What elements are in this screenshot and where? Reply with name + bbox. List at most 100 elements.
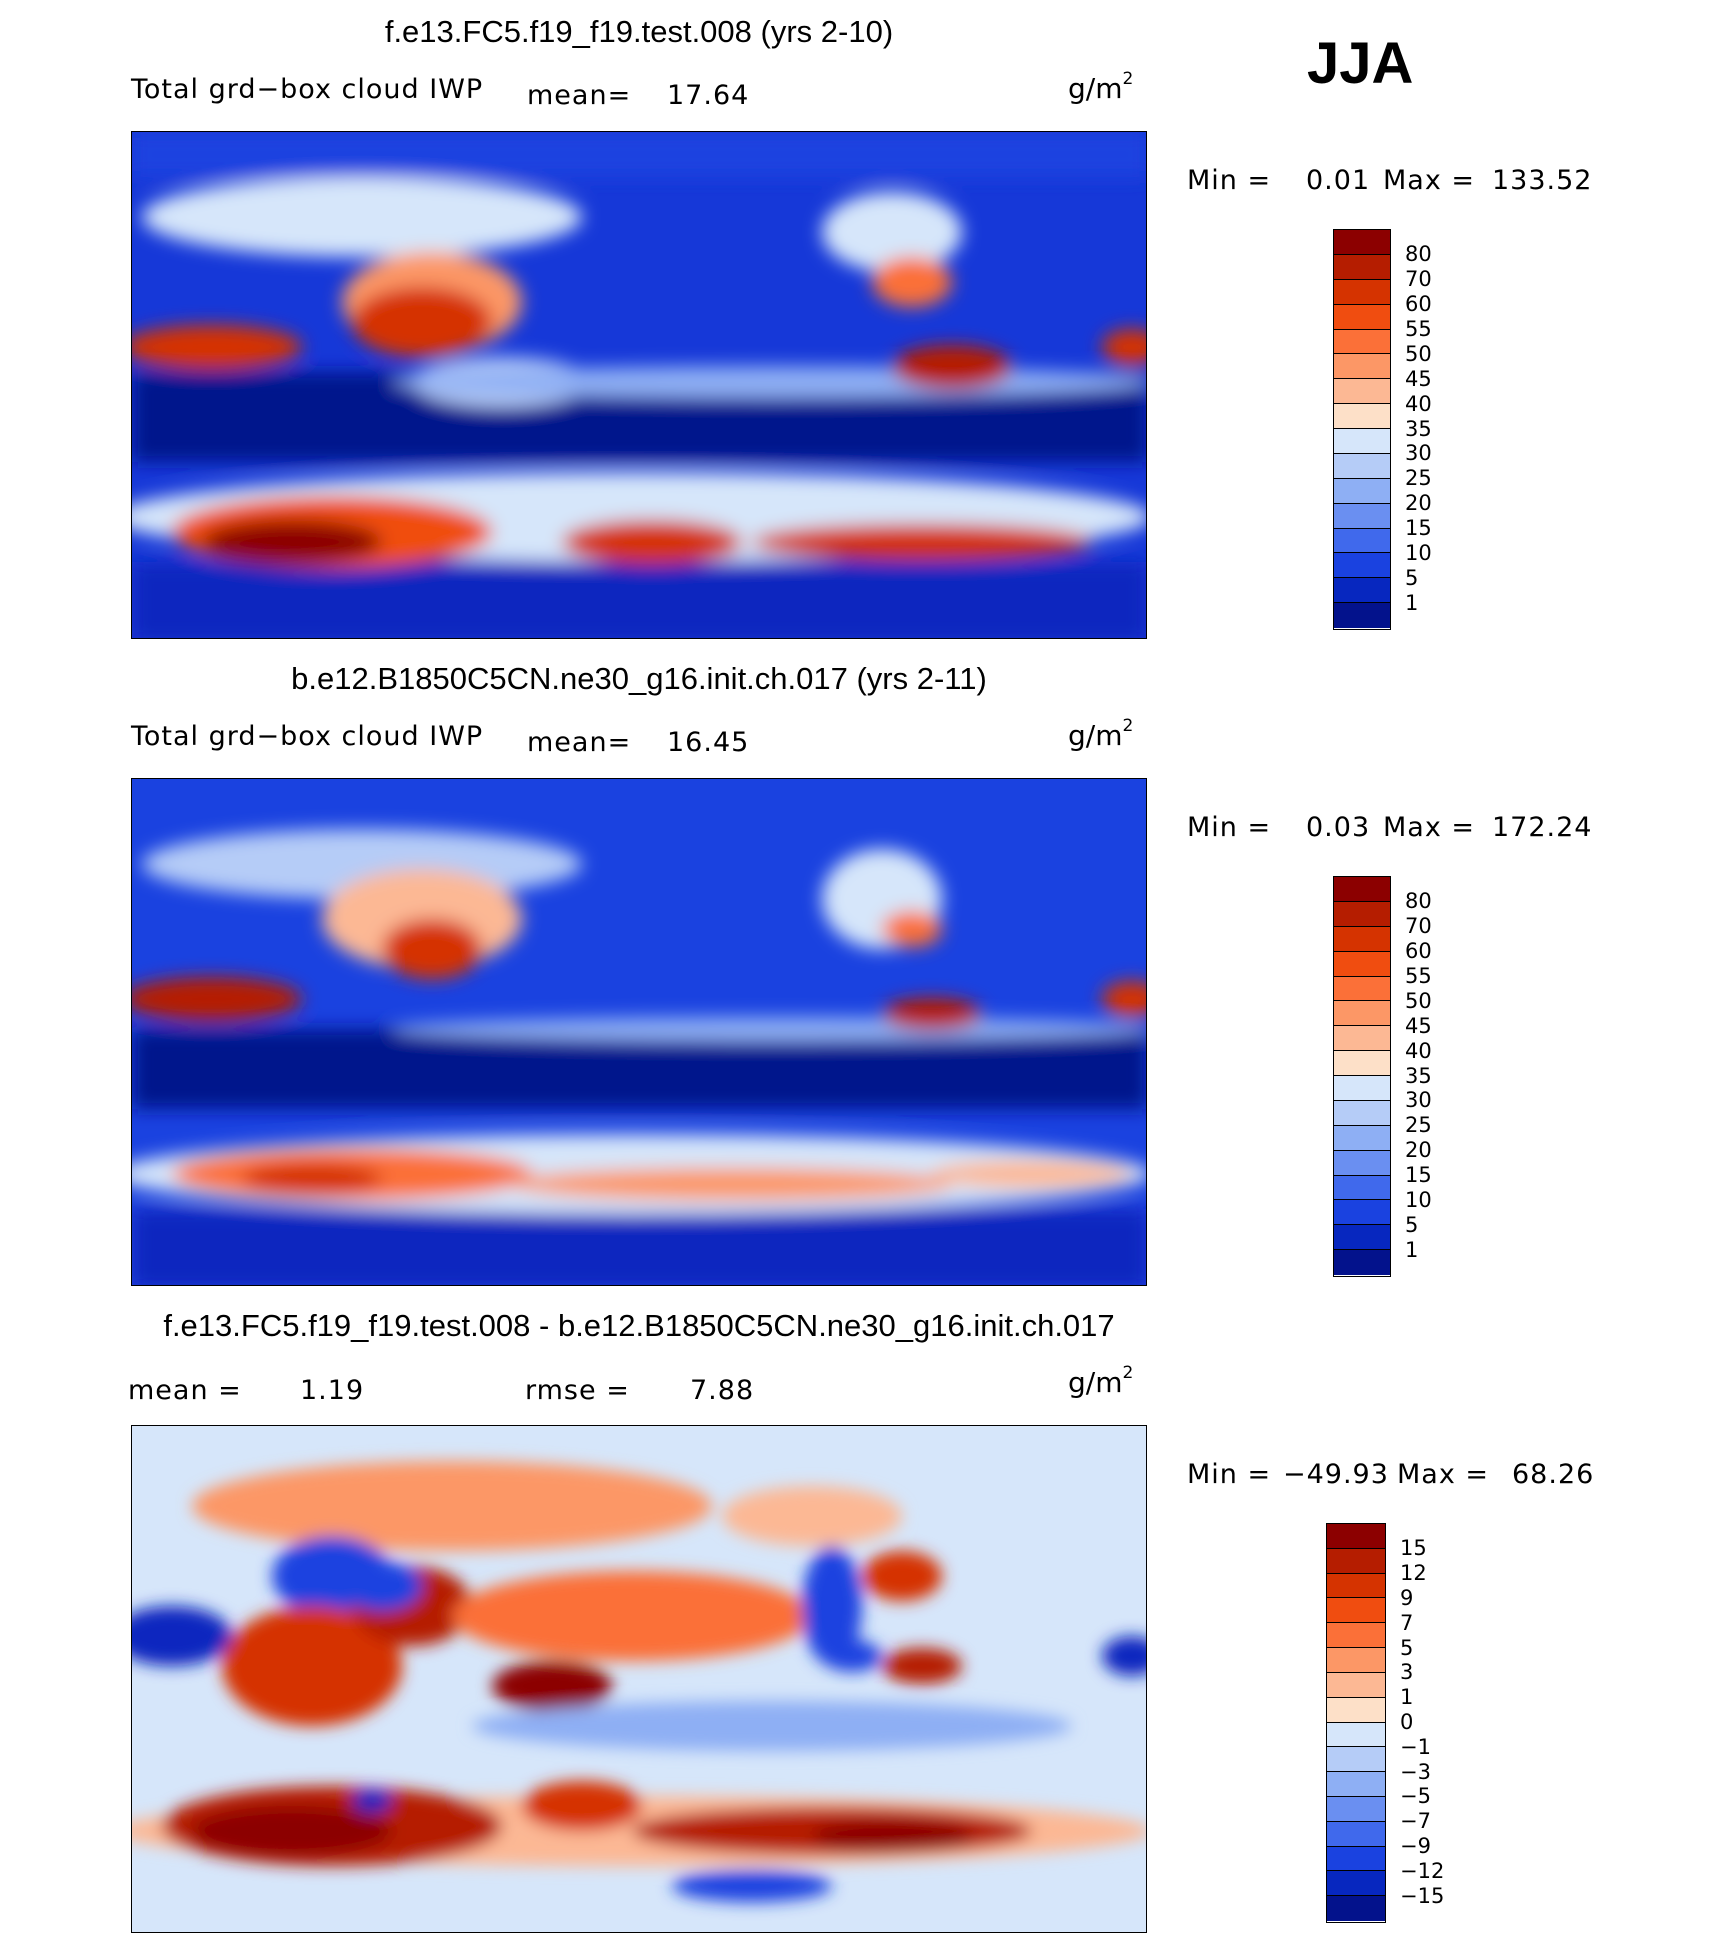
colorbar-segment [1334, 877, 1390, 902]
colorbar-segment [1334, 478, 1390, 504]
panel-3-rmse-value: 7.88 [690, 1375, 755, 1406]
colorbar-segment [1334, 1125, 1390, 1151]
colorbar-segment [1334, 1150, 1390, 1176]
colorbar-segment [1327, 1548, 1385, 1574]
colorbar-label: −5 [1400, 1784, 1431, 1809]
colorbar-segment [1334, 553, 1390, 579]
colorbar-label: 80 [1405, 889, 1432, 914]
season-label: JJA [1307, 31, 1414, 96]
panel-3-map-field [132, 1426, 1146, 1932]
panel-1-max-value: 133.52 [1492, 165, 1593, 196]
colorbar-segment [1334, 1100, 1390, 1126]
colorbar-label: 55 [1405, 317, 1432, 341]
colorbar-label: 30 [1405, 1088, 1432, 1113]
panel-1-colorbar [1333, 229, 1391, 630]
colorbar-segment [1334, 1076, 1390, 1101]
colorbar-label: 45 [1405, 366, 1432, 391]
colorbar-label: 1 [1405, 590, 1419, 615]
colorbar-label: 70 [1405, 267, 1432, 292]
colorbar-label: 60 [1405, 939, 1432, 964]
colorbar-segment [1334, 976, 1390, 1002]
colorbar-segment [1334, 528, 1390, 554]
panel-1-max-label: Max = [1383, 165, 1476, 196]
colorbar-segment [1334, 1225, 1390, 1251]
colorbar-label: −15 [1400, 1883, 1445, 1908]
colorbar-segment [1334, 329, 1390, 355]
colorbar-label: 10 [1405, 1187, 1432, 1212]
colorbar-segment [1334, 503, 1390, 529]
panel-1-mean-value: 17.64 [667, 80, 750, 111]
colorbar-segment [1327, 1623, 1385, 1649]
colorbar-segment [1334, 951, 1390, 977]
panel-3-map [131, 1425, 1147, 1933]
colorbar-segment [1327, 1796, 1385, 1822]
colorbar-label: 35 [1405, 416, 1432, 441]
panel-2-units: g/m2 [1068, 715, 1134, 752]
colorbar-segment [1334, 304, 1390, 330]
panel-2-max-value: 172.24 [1492, 812, 1593, 843]
panel-1-min-label: Min = [1187, 165, 1272, 196]
panel-3-rmse-label: rmse = [525, 1375, 630, 1406]
colorbar-segment [1334, 404, 1390, 429]
colorbar-label: −12 [1400, 1858, 1445, 1883]
colorbar-segment [1327, 1598, 1385, 1624]
colorbar-segment [1327, 1871, 1385, 1897]
colorbar-label: 15 [1405, 516, 1432, 540]
colorbar-segment [1334, 578, 1390, 604]
colorbar-label: 25 [1405, 466, 1432, 491]
colorbar-label: 50 [1405, 341, 1432, 366]
colorbar-label: 10 [1405, 540, 1432, 565]
colorbar-segment [1334, 354, 1390, 380]
colorbar-label: 40 [1405, 1038, 1432, 1063]
colorbar-segment [1334, 453, 1390, 479]
colorbar-segment [1334, 254, 1390, 280]
panel-1-units: g/m2 [1068, 68, 1134, 105]
colorbar-segment [1334, 926, 1390, 952]
panel-2-map [131, 778, 1147, 1286]
panel-2-map-field [132, 779, 1146, 1285]
colorbar-label: 40 [1405, 391, 1432, 416]
colorbar-label: 0 [1400, 1710, 1414, 1734]
colorbar-label: 7 [1400, 1610, 1414, 1635]
colorbar-segment [1334, 1051, 1390, 1076]
panel-1-mean-label: mean= [527, 80, 632, 111]
colorbar-label: 70 [1405, 914, 1432, 939]
panel-3-title: f.e13.FC5.f19_f19.test.008 - b.e12.B1850… [163, 1308, 1115, 1343]
panel-3-units: g/m2 [1068, 1362, 1134, 1399]
panel-1-min-value: 0.01 [1306, 165, 1371, 196]
colorbar-segment [1334, 1175, 1390, 1201]
colorbar-segment [1334, 1001, 1390, 1027]
colorbar-segment [1334, 279, 1390, 305]
colorbar-label: 15 [1405, 1163, 1432, 1187]
panel-2-max-label: Max = [1383, 812, 1476, 843]
panel-2-variable: Total grd−box cloud IWP [131, 721, 484, 752]
colorbar-label: 35 [1405, 1063, 1432, 1088]
panel-3-max-label: Max = [1397, 1459, 1490, 1490]
colorbar-segment [1327, 1648, 1385, 1673]
panel-3-colorbar [1326, 1523, 1386, 1923]
panel-1-variable: Total grd−box cloud IWP [131, 74, 484, 105]
panel-1-map-field [132, 132, 1146, 638]
panel-2-mean-label: mean= [527, 727, 632, 758]
colorbar-segment [1334, 1200, 1390, 1226]
colorbar-label: −3 [1400, 1759, 1431, 1784]
colorbar-label: 45 [1405, 1013, 1432, 1038]
panel-1-map [131, 131, 1147, 639]
panel-3-mean-label: mean = [128, 1375, 242, 1406]
colorbar-segment [1334, 1250, 1390, 1275]
colorbar-label: 50 [1405, 988, 1432, 1013]
colorbar-label: 5 [1405, 565, 1419, 590]
panel-3-min-value: −49.93 [1283, 1459, 1389, 1490]
colorbar-segment [1334, 379, 1390, 405]
colorbar-segment [1327, 1672, 1385, 1698]
colorbar-segment [1327, 1772, 1385, 1797]
colorbar-segment [1327, 1722, 1385, 1748]
panel-2-min-value: 0.03 [1306, 812, 1371, 843]
colorbar-label: 20 [1405, 1138, 1432, 1163]
panel-2-title: b.e12.B1850C5CN.ne30_g16.init.ch.017 (yr… [291, 661, 987, 696]
panel-2-min-label: Min = [1187, 812, 1272, 843]
colorbar-segment [1334, 1026, 1390, 1052]
colorbar-segment [1334, 230, 1390, 255]
colorbar-segment [1327, 1697, 1385, 1723]
colorbar-segment [1327, 1747, 1385, 1773]
